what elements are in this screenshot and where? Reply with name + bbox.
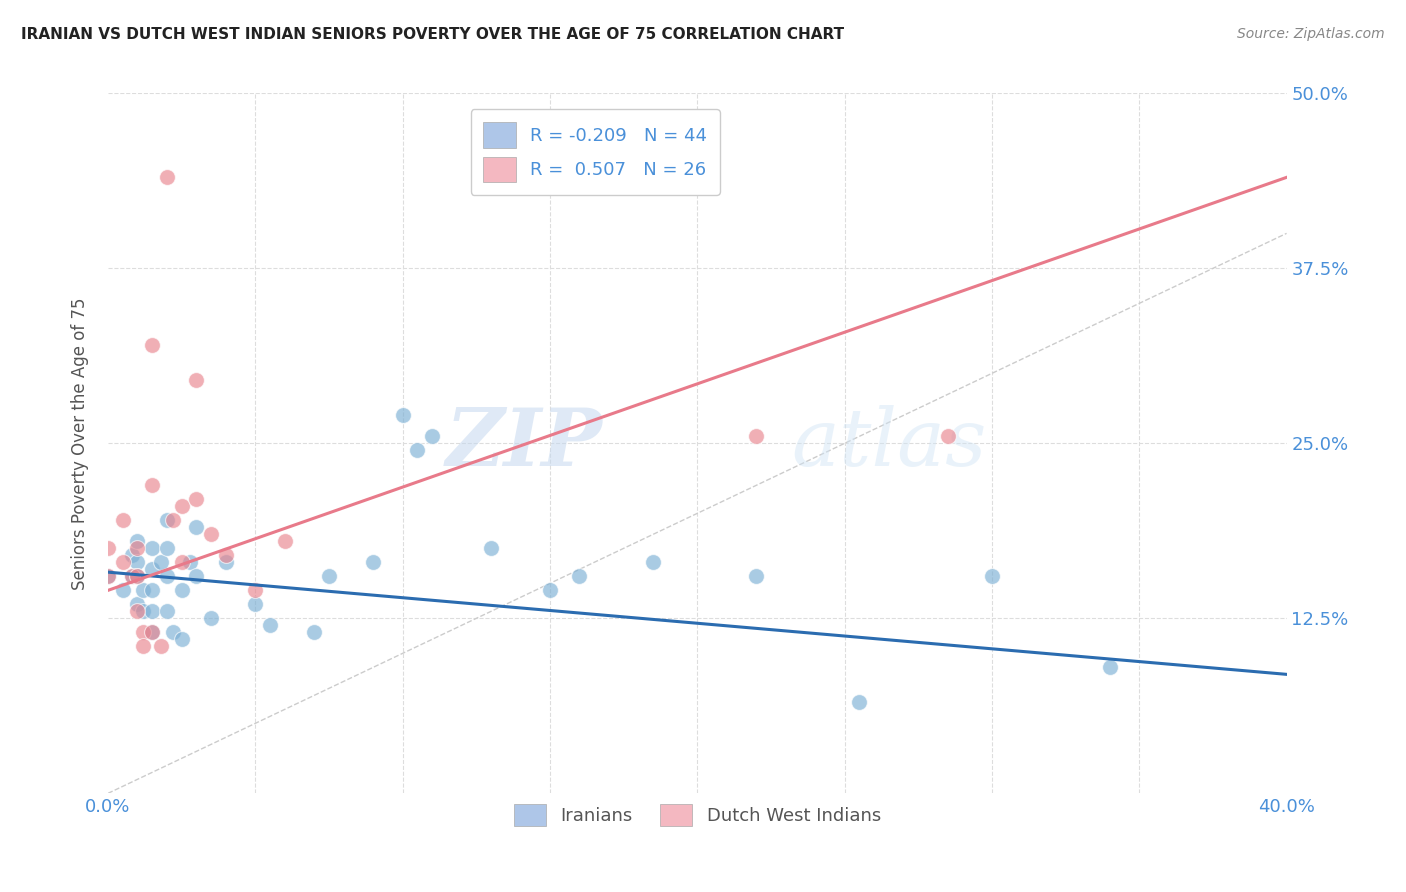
Legend: Iranians, Dutch West Indians: Iranians, Dutch West Indians xyxy=(506,797,889,833)
Point xyxy=(111,583,134,598)
Text: atlas: atlas xyxy=(792,405,987,482)
Point xyxy=(170,583,193,598)
Point xyxy=(132,604,155,618)
Point xyxy=(318,569,340,583)
Point xyxy=(361,555,384,569)
Point xyxy=(259,618,281,632)
Point xyxy=(141,625,163,640)
Point xyxy=(156,541,179,556)
Point xyxy=(170,500,193,514)
Point xyxy=(141,562,163,576)
Point xyxy=(141,541,163,556)
Point xyxy=(170,632,193,647)
Point xyxy=(745,429,768,443)
Point xyxy=(132,625,155,640)
Point xyxy=(127,569,149,583)
Point xyxy=(121,549,143,563)
Point xyxy=(141,583,163,598)
Point xyxy=(97,541,120,556)
Point xyxy=(121,569,143,583)
Point xyxy=(186,569,208,583)
Point xyxy=(1098,660,1121,674)
Text: ZIP: ZIP xyxy=(446,405,603,482)
Point xyxy=(162,625,184,640)
Point xyxy=(200,527,222,541)
Point xyxy=(97,569,120,583)
Point xyxy=(127,604,149,618)
Point xyxy=(643,555,665,569)
Point xyxy=(568,569,591,583)
Point xyxy=(132,640,155,654)
Point xyxy=(121,569,143,583)
Point xyxy=(186,520,208,534)
Point xyxy=(127,534,149,549)
Point xyxy=(186,373,208,387)
Point xyxy=(215,549,238,563)
Point xyxy=(127,555,149,569)
Point xyxy=(150,640,173,654)
Point xyxy=(538,583,561,598)
Text: IRANIAN VS DUTCH WEST INDIAN SENIORS POVERTY OVER THE AGE OF 75 CORRELATION CHAR: IRANIAN VS DUTCH WEST INDIAN SENIORS POV… xyxy=(21,27,844,42)
Point xyxy=(936,429,959,443)
Point xyxy=(111,555,134,569)
Point xyxy=(162,513,184,527)
Point xyxy=(304,625,326,640)
Point xyxy=(156,569,179,583)
Point xyxy=(132,583,155,598)
Y-axis label: Seniors Poverty Over the Age of 75: Seniors Poverty Over the Age of 75 xyxy=(72,297,89,590)
Point xyxy=(745,569,768,583)
Point xyxy=(200,611,222,625)
Point xyxy=(420,429,443,443)
Point xyxy=(156,513,179,527)
Point xyxy=(274,534,297,549)
Point xyxy=(170,555,193,569)
Point xyxy=(981,569,1004,583)
Point xyxy=(141,625,163,640)
Point xyxy=(141,604,163,618)
Point xyxy=(186,492,208,507)
Point xyxy=(141,338,163,352)
Point xyxy=(127,569,149,583)
Point xyxy=(848,695,870,709)
Point xyxy=(245,598,267,612)
Point xyxy=(406,443,429,458)
Point xyxy=(127,541,149,556)
Point xyxy=(97,569,120,583)
Point xyxy=(245,583,267,598)
Point xyxy=(156,604,179,618)
Point xyxy=(179,555,201,569)
Point xyxy=(391,409,413,423)
Point xyxy=(150,555,173,569)
Point xyxy=(156,170,179,185)
Point xyxy=(111,513,134,527)
Text: Source: ZipAtlas.com: Source: ZipAtlas.com xyxy=(1237,27,1385,41)
Point xyxy=(127,598,149,612)
Point xyxy=(215,555,238,569)
Point xyxy=(479,541,502,556)
Point xyxy=(141,478,163,492)
